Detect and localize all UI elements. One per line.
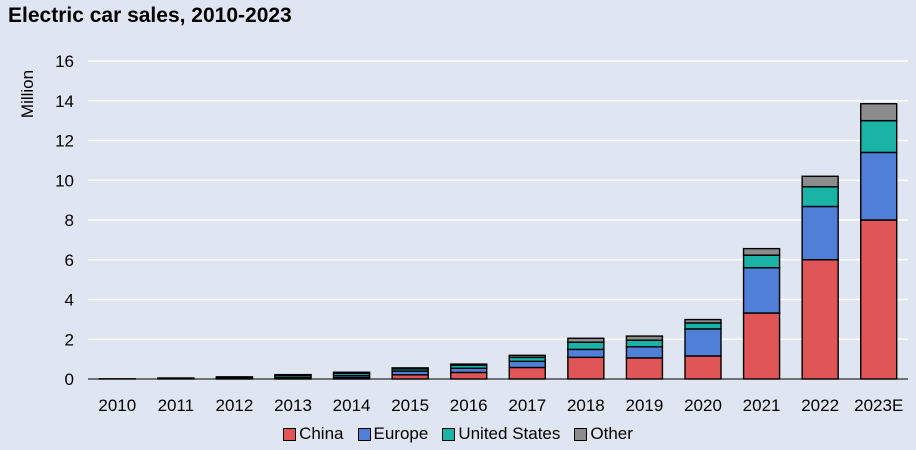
x-tick-label: 2013 <box>274 396 312 415</box>
bars <box>98 103 898 380</box>
legend-label: China <box>299 424 344 443</box>
bar-segment-other <box>391 367 429 370</box>
legend-swatch <box>283 427 297 441</box>
y-axis-ticks: 0 2 4 6 8 10 12 14 16 <box>55 52 74 389</box>
y-tick-label: 0 <box>65 370 74 389</box>
bar-segment-china <box>801 259 839 380</box>
bar-segment-europe <box>625 346 664 359</box>
legend-item: United States <box>442 424 560 444</box>
x-tick-label: 2019 <box>626 396 664 415</box>
bar-segment-china <box>625 357 664 380</box>
bar-segment-europe <box>801 205 839 261</box>
x-tick-label: 2017 <box>508 396 546 415</box>
bar-segment-other <box>508 354 546 359</box>
bar-segment-other <box>450 363 488 366</box>
y-tick-label: 4 <box>65 291 74 310</box>
bar-segment-china <box>508 366 546 380</box>
y-tick-label: 16 <box>55 52 74 71</box>
x-tick-label: 2018 <box>567 396 605 415</box>
x-tick-label: 2023E <box>854 396 903 415</box>
x-tick-label: 2022 <box>801 396 839 415</box>
legend: China Europe United States Other <box>0 424 916 444</box>
y-tick-label: 14 <box>55 92 74 111</box>
legend-label: United States <box>458 424 561 443</box>
bar-segment-europe <box>567 348 605 359</box>
legend-item: Europe <box>357 424 429 444</box>
legend-swatch <box>442 427 456 441</box>
bar-segment-china <box>742 312 781 380</box>
bar-segment-united-states <box>625 339 664 348</box>
bar-segment-china <box>567 356 605 380</box>
bar-segment-china <box>860 219 898 380</box>
bar-segment-europe <box>684 328 722 357</box>
x-tick-label: 2010 <box>98 396 136 415</box>
bar-segment-other <box>860 103 898 122</box>
x-tick-label: 2020 <box>684 396 722 415</box>
legend-label: Europe <box>373 424 429 443</box>
bar-segment-united-states <box>742 254 781 269</box>
legend-item: Other <box>574 424 633 444</box>
legend-swatch <box>574 427 588 441</box>
x-tick-label: 2021 <box>743 396 781 415</box>
bar-segment-china <box>684 355 722 380</box>
bar-segment-other <box>801 175 839 188</box>
bar-segment-other <box>332 371 371 374</box>
legend-item: China <box>283 424 344 444</box>
bar-segment-united-states <box>860 119 898 154</box>
y-tick-label: 8 <box>65 211 74 230</box>
bar-segment-other <box>684 318 722 324</box>
bar-segment-china <box>450 371 488 380</box>
bar-segment-united-states <box>684 322 722 330</box>
bar-segment-europe <box>742 267 781 314</box>
bar-segment-europe <box>508 360 546 369</box>
bar-segment-united-states <box>567 341 605 351</box>
chart-title: Electric car sales, 2010-2023 <box>8 4 292 27</box>
bar-segment-other <box>742 247 781 256</box>
y-tick-label: 10 <box>55 171 74 190</box>
legend-label: Other <box>590 424 633 443</box>
x-tick-label: 2012 <box>216 396 254 415</box>
gridlines <box>88 60 908 340</box>
y-axis-label: Million <box>18 70 37 118</box>
bar-segment-other <box>625 335 664 341</box>
y-tick-label: 6 <box>65 251 74 270</box>
bar-segment-other <box>567 337 605 343</box>
legend-swatch <box>357 427 371 441</box>
x-tick-label: 2011 <box>158 396 195 415</box>
x-tick-label: 2016 <box>450 396 488 415</box>
x-tick-label: 2014 <box>333 396 371 415</box>
bar-segment-europe <box>860 151 898 221</box>
y-tick-label: 12 <box>55 132 74 151</box>
bar-segment-united-states <box>801 186 839 208</box>
x-axis-ticks: 2010 2011 2012 2013 2014 2015 2016 2017 2018 2019… <box>98 396 903 415</box>
bar-segment-other <box>274 373 312 376</box>
x-tick-label: 2015 <box>391 396 429 415</box>
y-tick-label: 2 <box>65 330 74 349</box>
